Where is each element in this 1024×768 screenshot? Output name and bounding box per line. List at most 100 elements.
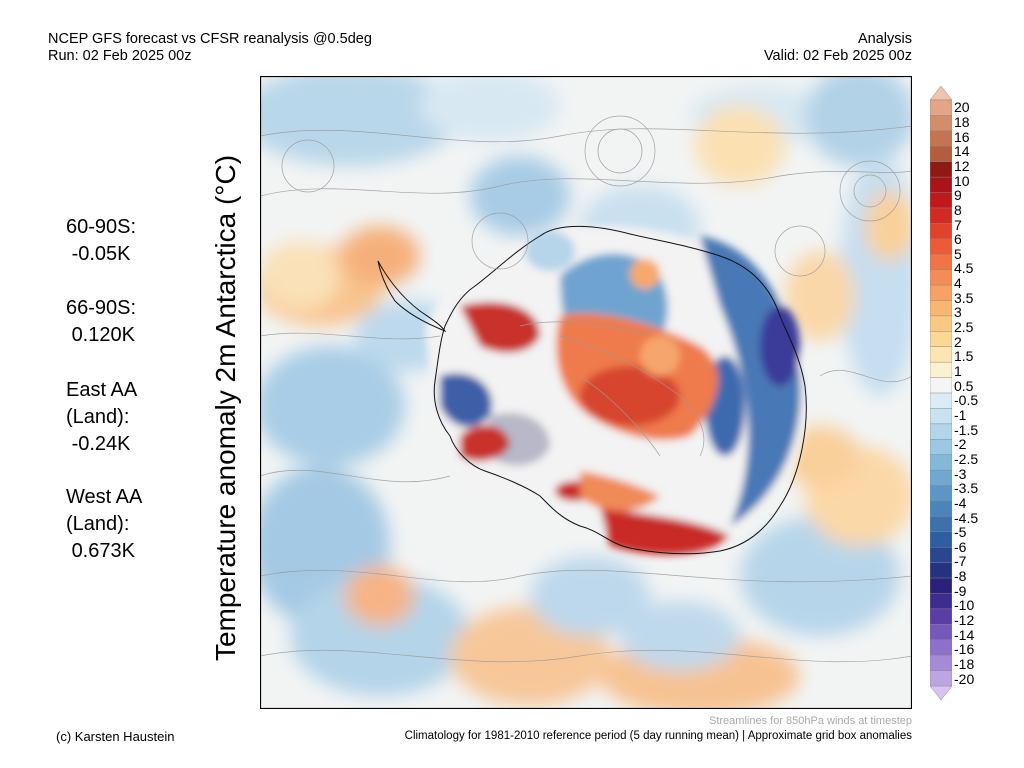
colorbar-swatch	[930, 253, 952, 271]
colorbar-swatch	[930, 577, 952, 595]
colorbar-tick: 16	[954, 128, 970, 145]
colorbar-tick: 1	[954, 363, 962, 380]
colorbar-tick: -0.5	[954, 392, 979, 409]
colorbar-tick: -14	[954, 626, 975, 643]
colorbar-swatch	[930, 176, 952, 194]
colorbar-tick: 7	[954, 216, 962, 233]
colorbar-swatch	[930, 130, 952, 148]
stat-60-90s: 60-90S: -0.05K	[66, 214, 136, 268]
colorbar-tick: 0.5	[954, 377, 974, 394]
wind-streamlines	[260, 115, 912, 663]
stat-label: 60-90S:	[66, 216, 137, 238]
run-time: Run: 02 Feb 2025 00z	[48, 48, 192, 64]
colorbar-swatch	[930, 608, 952, 626]
colorbar-swatch	[930, 207, 952, 225]
colorbar-tick: -20	[954, 670, 975, 687]
colorbar-swatch	[930, 361, 952, 379]
colorbar-swatch	[930, 624, 952, 641]
colorbar-swatch	[930, 546, 952, 564]
colorbar-swatch	[930, 469, 952, 487]
model-title: NCEP GFS forecast vs CFSR reanalysis @0.…	[48, 31, 372, 47]
stat-east-aa: East AA (Land): -0.24K	[66, 377, 137, 458]
stat-value: 0.673K	[71, 540, 135, 562]
colorbar-swatch	[930, 99, 952, 117]
stat-value: -0.05K	[71, 243, 131, 265]
stat-label: West AA (Land):	[66, 486, 143, 535]
colorbar-tick: -1	[954, 406, 967, 423]
copyright: (c) Karsten Haustein	[56, 729, 175, 744]
colorbar-tick: 2	[954, 333, 962, 350]
colorbar-swatch	[930, 562, 952, 579]
anomaly-map	[260, 76, 912, 709]
colorbar-tick: 14	[954, 143, 970, 160]
colorbar-tick: 6	[954, 231, 962, 248]
colorbar-tick: 3	[954, 304, 962, 321]
colorbar-tick: -4.5	[954, 509, 979, 526]
colorbar-swatch	[930, 300, 952, 317]
colorbar-tick: 10	[954, 172, 970, 189]
colorbar-swatch	[930, 485, 952, 502]
colorbar-swatch	[930, 654, 952, 672]
colorbar-tick: 4	[954, 275, 962, 292]
colorbar-swatch	[930, 408, 952, 425]
colorbar-swatch	[930, 238, 952, 255]
vertical-title: Temperature anomaly 2m Antarctica (°C)	[210, 154, 241, 662]
colorbar-swatch	[930, 670, 952, 687]
colorbar-tick: -2	[954, 436, 967, 453]
colorbar-tick: -12	[954, 612, 975, 629]
colorbar-tick: -9	[954, 582, 967, 599]
stat-value: 0.120K	[71, 324, 135, 346]
colorbar-tick: -18	[954, 656, 975, 673]
map-frame	[260, 76, 912, 709]
streamline-note: Streamlines for 850hPa winds at timestep	[709, 715, 912, 727]
colorbar-tick: 5	[954, 245, 962, 262]
colorbar-tick: 2.5	[954, 319, 974, 336]
colorbar-tick: -8	[954, 568, 967, 585]
valid-time: Valid: 02 Feb 2025 00z	[763, 48, 912, 64]
colorbar	[930, 86, 952, 700]
colorbar-tick: -10	[954, 597, 975, 614]
stat-west-aa: West AA (Land): 0.673K	[66, 484, 142, 565]
colorbar-swatch	[930, 593, 952, 610]
colorbar-swatch	[930, 439, 952, 456]
colorbar-swatch	[930, 315, 952, 333]
colorbar-swatch	[930, 284, 952, 302]
colorbar-tick: -4	[954, 494, 967, 511]
colorbar-swatch	[930, 500, 952, 518]
stat-label: 66-90S:	[66, 297, 137, 319]
climatology-note: Climatology for 1981-2010 reference peri…	[404, 730, 912, 742]
stat-66-90s: 66-90S: 0.120K	[66, 295, 136, 349]
colorbar-tick: -3	[954, 465, 967, 482]
ocean-anomaly-field	[260, 76, 912, 709]
stat-value: -0.24K	[71, 433, 131, 455]
colorbar-swatch	[930, 639, 952, 656]
colorbar-swatch	[930, 146, 952, 163]
colorbar-swatch	[930, 161, 952, 178]
colorbar-tick: 3.5	[954, 289, 974, 306]
colorbar-tick: 1.5	[954, 348, 974, 365]
colorbar-tick: 4.5	[954, 260, 974, 277]
colorbar-swatch	[930, 346, 952, 363]
colorbar-swatch	[930, 423, 952, 441]
colorbar-tick: -5	[954, 524, 967, 541]
colorbar-swatch	[930, 377, 952, 394]
colorbar-swatch	[930, 269, 952, 286]
colorbar-tick: -7	[954, 553, 967, 570]
colorbar-swatch	[930, 115, 952, 132]
colorbar-swatch	[930, 531, 952, 548]
colorbar-tick: -6	[954, 538, 967, 555]
colorbar-swatch	[930, 454, 952, 471]
colorbar-tick: -3.5	[954, 480, 979, 497]
colorbar-tick: 18	[954, 113, 970, 130]
header-right: Analysis Valid: 02 Feb 2025 00z	[764, 31, 912, 65]
colorbar-swatch	[930, 223, 952, 240]
mode-label: Analysis	[858, 31, 912, 47]
header-left: NCEP GFS forecast vs CFSR reanalysis @0.…	[48, 31, 372, 65]
colorbar-tick: -16	[954, 641, 975, 658]
colorbar-tick: 12	[954, 157, 970, 174]
colorbar-tick: 20	[954, 99, 970, 116]
colorbar-swatch	[930, 331, 952, 348]
colorbar-tick: 9	[954, 187, 962, 204]
colorbar-swatch	[930, 392, 952, 410]
colorbar-swatch	[930, 516, 952, 533]
